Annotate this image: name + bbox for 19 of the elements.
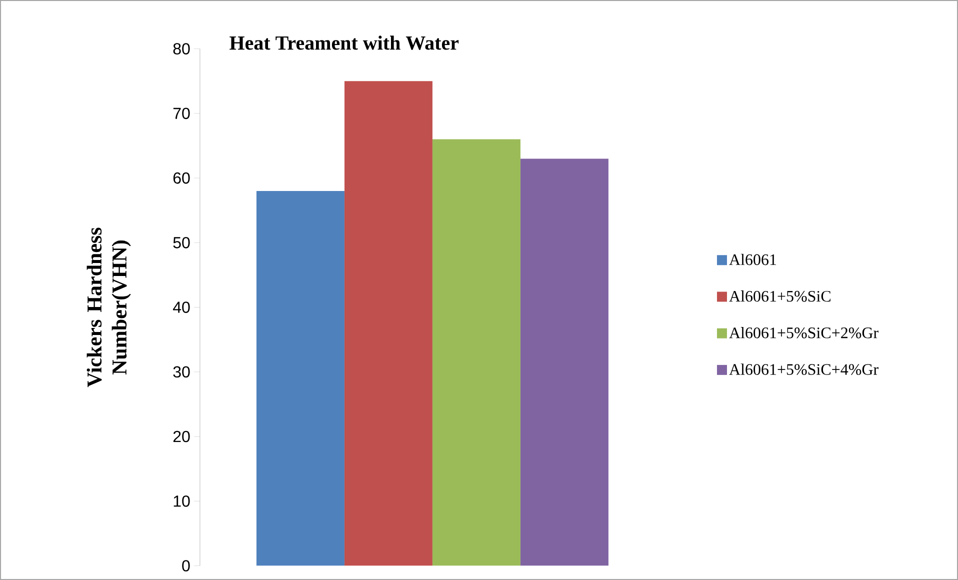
bar [520,158,608,566]
bar [256,190,344,566]
legend-label: Al6061 [729,254,776,266]
y-tick-label: 60 [173,172,190,184]
y-tick-label: 30 [173,366,190,378]
y-axis-title: Vickers Hardness Number(VHN) [86,228,131,388]
legend-label: Al6061+5%SiC [729,290,830,302]
y-tick-label: 40 [172,302,190,313]
y-tick-label: 20 [173,430,190,442]
bar [344,81,432,566]
chart-title: Heat Treament with Water [230,36,459,50]
legend-label: Al6061+5%SiC+2%Gr [729,327,878,338]
y-tick-label: 70 [173,108,190,120]
y-tick-label: 10 [174,495,190,507]
y-tick-label: 0 [182,560,190,572]
legend-label: Al6061+5%SiC+4%Gr [729,364,878,375]
bar [432,139,520,566]
y-tick-label: 80 [173,43,190,54]
y-tick-label: 50 [173,236,190,248]
